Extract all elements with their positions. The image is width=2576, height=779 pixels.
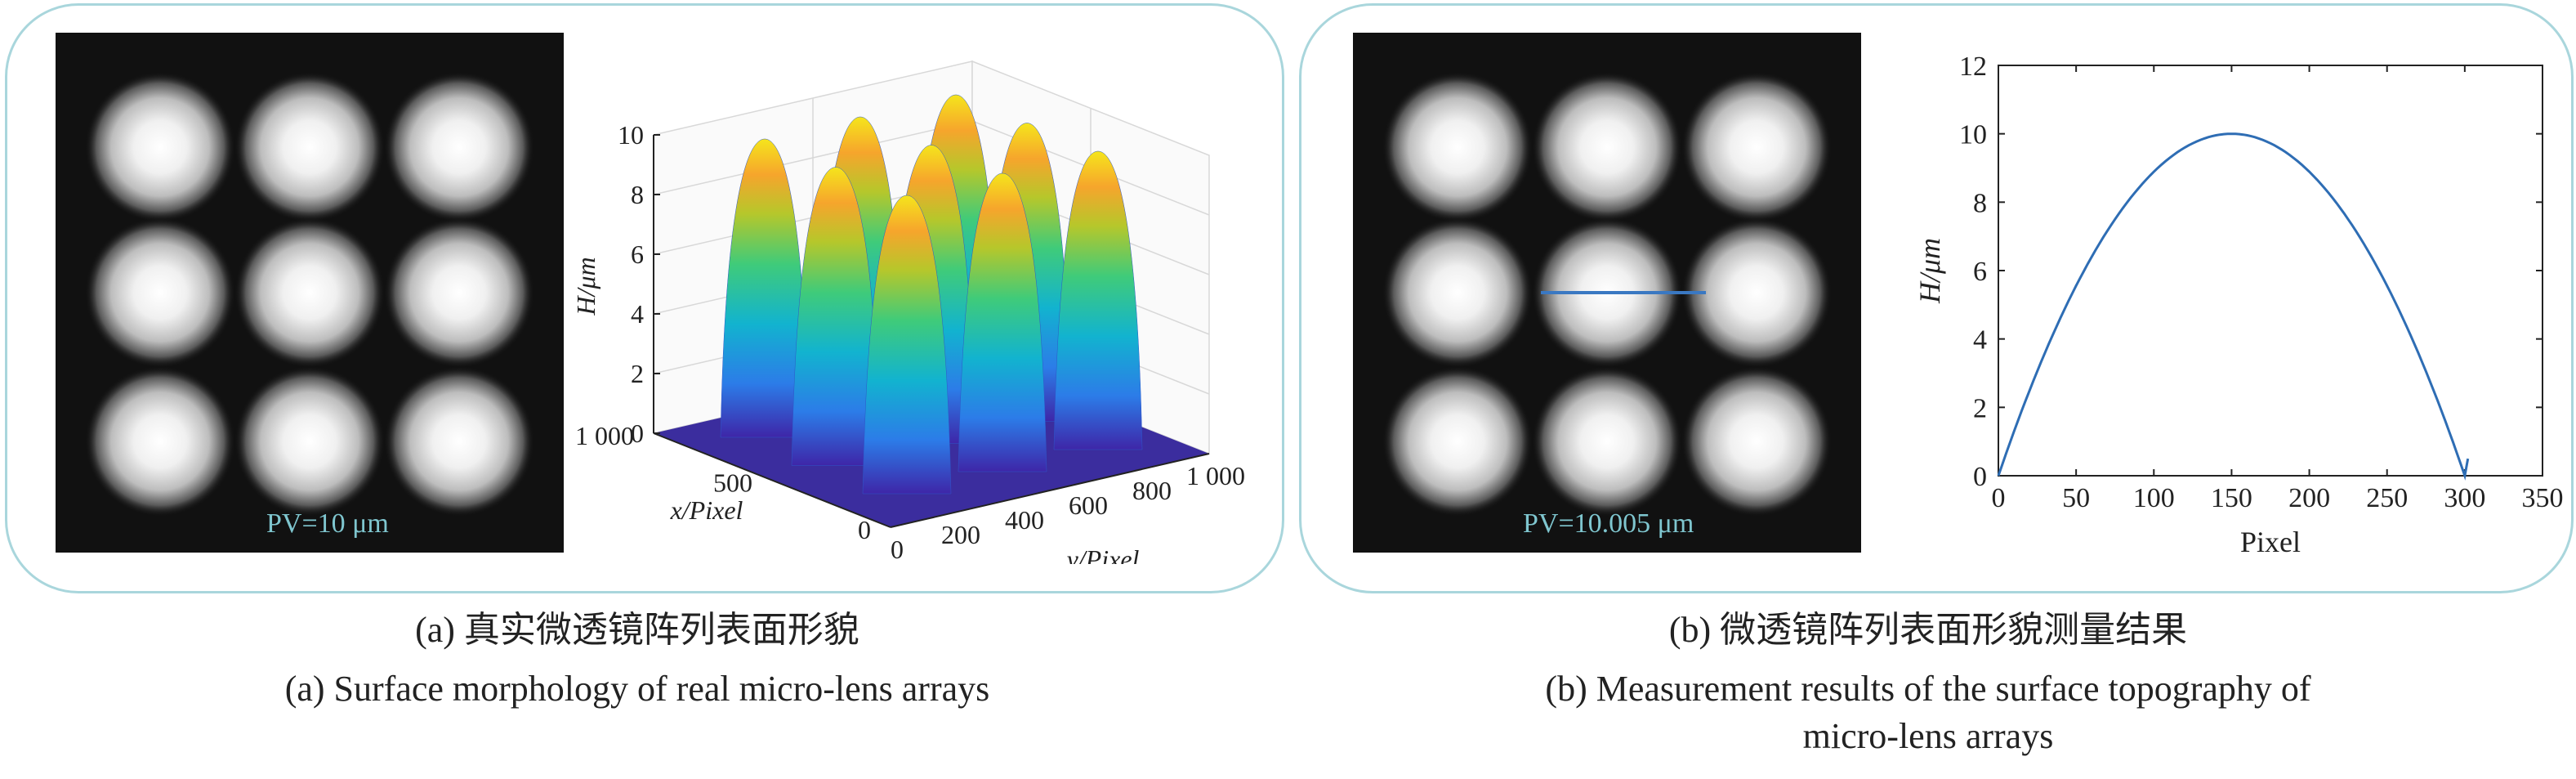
z-tick-label: 8 [631, 180, 644, 209]
y-tick-label: 8 [1973, 188, 1987, 218]
lens-spot [85, 366, 235, 517]
pv-label-a: PV=10 μm [266, 508, 389, 539]
lens-peak-surface [958, 172, 1047, 472]
y-tick-label: 2 [1973, 393, 1987, 423]
x-tick-label: 100 [2133, 483, 2175, 513]
y-tick-label: 400 [1005, 505, 1044, 535]
x-tick-label: 150 [2211, 483, 2252, 513]
lens-spot [1382, 72, 1533, 222]
profile-plot-area [1998, 65, 2543, 477]
x-tick-label: 0 [858, 515, 871, 544]
lens-spot [1681, 366, 1832, 517]
x-tick-label: 200 [2288, 483, 2330, 513]
lens-array-image-real [56, 33, 564, 553]
lens-spot [85, 72, 235, 222]
surface-3d-plot: 0 2 4 6 8 10 H/μm 0 500 1 000 x/Pixel 0 200 400 600 800… [571, 60, 1245, 564]
profile-ylabel: H/μm [1913, 238, 1946, 304]
y-tick-label: 200 [941, 520, 980, 549]
y-tick-label: 10 [1959, 120, 1987, 150]
caption-a-cn: (a) 真实微透镜阵列表面形貌 [415, 610, 859, 650]
x-tick-label: 300 [2444, 483, 2485, 513]
caption-b-en-line1: (b) Measurement results of the surface t… [1545, 669, 2311, 709]
y-tick-label: 600 [1069, 490, 1108, 520]
lens-spot [234, 72, 385, 222]
y-tick-label: 0 [1973, 462, 1987, 492]
x-tick-label: 500 [713, 468, 752, 498]
lens-peaks [720, 94, 1143, 495]
lens-spot [1681, 217, 1832, 368]
lens-peak-surface [1053, 150, 1143, 450]
lens-array-spots-b [1382, 72, 1832, 517]
profile-line-chart: 0 50 100 150 200 250 300 350 0 2 4 6 8 10 12 Pixel H/μ… [1913, 51, 2564, 558]
y-axis-label: y/Pixel [1065, 544, 1140, 564]
lens-spot [1681, 72, 1832, 222]
z-tick-label: 6 [631, 240, 644, 269]
y-tick-label: 4 [1973, 325, 1987, 356]
lens-spot [1532, 72, 1682, 222]
pv-label-b: PV=10.005 μm [1523, 508, 1694, 539]
lens-spot [384, 366, 534, 517]
lens-spot [384, 217, 534, 368]
surface-axes [653, 135, 1210, 528]
z-tick-label: 10 [618, 120, 644, 150]
x-tick-label: 1 000 [575, 421, 634, 450]
y-tick-label: 12 [1959, 51, 1987, 82]
caption-b-en-line2: micro-lens arrays [1802, 716, 2054, 756]
y-tick-label: 6 [1973, 257, 1987, 287]
profile-series-line [1997, 132, 2470, 481]
caption-a-en: (a) Surface morphology of real micro-len… [284, 669, 990, 709]
z-axis-label: H/μm [571, 257, 600, 316]
y-tick-label: 1 000 [1186, 461, 1245, 490]
lens-spot [85, 217, 235, 368]
lens-spot [384, 72, 534, 222]
lens-spot [234, 366, 385, 517]
caption-b-cn: (b) 微透镜阵列表面形貌测量结果 [1668, 610, 2188, 650]
z-tick-label: 4 [631, 299, 644, 329]
lens-spot [1532, 366, 1682, 517]
x-tick-label: 50 [2062, 483, 2090, 513]
y-tick-label: 0 [891, 535, 904, 564]
profile-xlabel: Pixel [2240, 526, 2301, 558]
lens-spot [234, 217, 385, 368]
z-tick-label: 0 [631, 419, 644, 448]
lens-spot [1382, 217, 1533, 368]
x-axis-label: x/Pixel [670, 495, 743, 525]
x-tick-label: 250 [2366, 483, 2408, 513]
x-tick-label: 350 [2522, 483, 2564, 513]
lens-peak-surface [862, 195, 952, 495]
x-tick-label: 0 [1992, 483, 2006, 513]
lens-array-spots-a [85, 72, 534, 517]
y-tick-label: 800 [1132, 476, 1172, 505]
lens-array-image-measured [1353, 33, 1861, 553]
z-tick-label: 2 [631, 359, 644, 388]
lens-spot [1382, 366, 1533, 517]
